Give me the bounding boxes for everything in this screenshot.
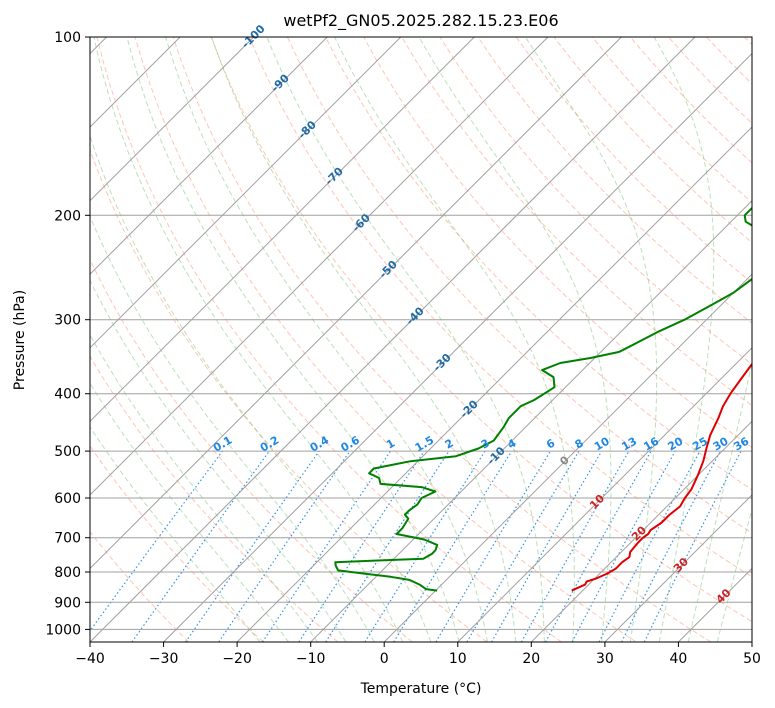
mixing-ratio-line <box>298 450 425 642</box>
moist-adiabat-line <box>90 214 375 642</box>
dry-adiabat-line <box>210 37 752 623</box>
dry-adiabat-line <box>96 37 562 642</box>
axes: −40 −30 −20 −10 0 10 20 30 40 50 1000 900 800 700 600 5… <box>45 30 761 667</box>
x-tick-label: −20 <box>222 651 252 667</box>
x-tick-label: 20 <box>522 651 540 667</box>
x-tick-label: 0 <box>380 651 389 667</box>
dry-adiabat-line <box>325 37 752 491</box>
mixing-ratio-line <box>545 450 652 642</box>
mixing-ratio-line <box>90 450 223 632</box>
mixing-ratio-line <box>325 450 450 642</box>
moist-adiabat-line <box>211 37 517 642</box>
moist-adiabat-line <box>418 37 612 642</box>
mixing-ratio-line <box>185 450 320 642</box>
isotherm-line <box>90 37 696 642</box>
dry-adiabat-line <box>134 37 637 642</box>
mixing-ratio-line <box>218 450 351 642</box>
x-tick-label: −40 <box>75 651 105 667</box>
isotherm-line <box>90 37 328 275</box>
moist-adiabat-line <box>90 333 318 642</box>
isotherm-line <box>383 273 752 642</box>
dry-adiabat-line <box>90 148 488 642</box>
y-tick-label: 700 <box>54 531 81 547</box>
y-tick-label: 300 <box>54 313 81 329</box>
y-tick-label: 200 <box>54 208 81 224</box>
mixing-ratio-line <box>261 450 391 642</box>
moist-adiabat-line <box>90 426 261 642</box>
moist-adiabat-line <box>334 37 575 642</box>
temperature-profile-line <box>571 362 752 592</box>
moist-adiabat-line <box>126 37 460 642</box>
isotherm-line <box>90 37 475 423</box>
isotherm-line <box>310 199 752 642</box>
isotherm-line <box>90 37 402 349</box>
dry-adiabat-line <box>90 355 339 642</box>
moist-adiabat-line <box>90 134 404 642</box>
mixing-ratio-line <box>520 450 630 642</box>
moist-adiabat-line <box>687 360 752 642</box>
isotherm-line <box>530 420 752 642</box>
x-tick-label: −30 <box>149 651 179 667</box>
mixing-ratio-line <box>571 450 676 642</box>
x-tick-label: 50 <box>743 651 761 667</box>
x-tick-label: −10 <box>296 651 326 667</box>
chart-title: wetPf2_GN05.2025.282.15.23.E06 <box>283 11 558 31</box>
plot-frame <box>89 36 753 643</box>
moist-adiabat-line <box>165 37 488 642</box>
isotherm-line <box>604 494 752 642</box>
mixing-ratio-line <box>643 450 742 642</box>
y-tick-label: 1000 <box>45 622 81 638</box>
moist-adiabat-line <box>653 37 715 642</box>
y-tick-label: 400 <box>54 387 81 403</box>
x-tick-label: 40 <box>669 651 687 667</box>
dry-adiabat-line <box>248 37 752 578</box>
y-tick-label: 800 <box>54 565 81 581</box>
moist-adiabat-line <box>93 37 432 642</box>
grid-lines <box>90 37 752 642</box>
profile-series <box>334 206 752 592</box>
dewpoint-profile-line <box>334 206 752 592</box>
isotherm-line <box>236 126 752 642</box>
dry-adiabat-line <box>90 445 264 642</box>
y-axis-title: Pressure (hPa) <box>12 290 28 390</box>
mixing-ratio-line <box>393 450 513 642</box>
y-tick-label: 600 <box>54 491 81 507</box>
isotherm-line <box>90 37 549 496</box>
y-tick-label: 100 <box>54 30 81 46</box>
x-axis-title: Temperature (°C) <box>360 681 482 697</box>
moist-adiabat-line <box>524 37 658 642</box>
dry-adiabat-line <box>90 531 190 642</box>
isotherm-line <box>163 52 752 642</box>
moist-adiabat-line <box>716 507 752 642</box>
mixing-ratio-line <box>131 450 270 642</box>
isotherm-line <box>90 37 255 202</box>
x-tick-label: 30 <box>596 651 614 667</box>
y-tick-label: 900 <box>54 595 81 611</box>
dry-adiabat-line <box>477 37 752 324</box>
y-tick-label: 500 <box>54 444 81 460</box>
x-tick-label: 10 <box>449 651 467 667</box>
isotherm-line <box>457 347 752 642</box>
dry-adiabat-line <box>401 37 752 407</box>
isotherm-line <box>90 37 622 570</box>
moist-adiabat-line <box>266 37 545 642</box>
